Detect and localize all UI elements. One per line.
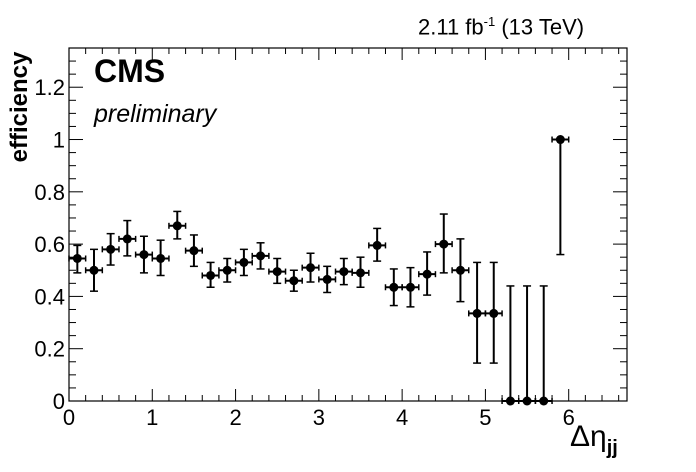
data-marker: [189, 246, 199, 256]
data-marker: [272, 267, 282, 277]
status-label: preliminary: [94, 100, 217, 128]
data-point: [501, 285, 520, 406]
data-marker: [472, 308, 482, 318]
data-point: [151, 239, 170, 277]
data-point: [218, 257, 237, 283]
data-marker: [222, 265, 232, 275]
data-point: [434, 213, 453, 274]
x-axis-label: Δηjj: [570, 420, 618, 459]
x-axis-label-sub: jj: [606, 437, 618, 459]
x-tick-label: 4: [396, 405, 408, 430]
data-marker: [306, 263, 316, 273]
data-marker: [322, 274, 332, 284]
data-point: [268, 257, 287, 285]
data-point: [68, 244, 87, 274]
data-marker: [505, 396, 515, 406]
data-point: [118, 219, 137, 257]
data-marker: [156, 253, 166, 263]
data-marker: [72, 253, 82, 263]
data-marker: [372, 240, 382, 250]
data-point: [301, 252, 320, 283]
data-marker: [256, 251, 266, 261]
data-marker: [172, 221, 182, 231]
data-point: [351, 256, 370, 289]
data-point: [168, 210, 187, 240]
y-tick-label: 0: [53, 389, 65, 414]
data-marker: [106, 244, 116, 254]
data-marker: [455, 265, 465, 275]
data-point: [451, 238, 470, 303]
y-axis-label: efficiency: [6, 51, 33, 163]
y-tick-label: 1: [53, 128, 65, 153]
x-tick-label: 3: [313, 405, 325, 430]
data-marker: [139, 250, 149, 260]
data-point: [234, 248, 253, 277]
data-marker: [122, 234, 132, 244]
data-point: [101, 232, 120, 266]
data-marker: [439, 239, 449, 249]
plot-marks: [68, 135, 570, 406]
data-point: [517, 285, 537, 406]
y-tick-label: 0.4: [34, 284, 65, 309]
data-marker: [239, 257, 249, 267]
y-tick-label: 0.6: [34, 232, 65, 257]
data-point: [284, 269, 303, 292]
y-tick-label: 1.2: [34, 75, 65, 100]
x-tick-label: 5: [479, 405, 491, 430]
data-point: [184, 234, 204, 268]
x-tick-label: 1: [146, 405, 158, 430]
data-point: [534, 285, 553, 406]
plot-frame: [68, 47, 628, 402]
data-marker: [206, 270, 216, 280]
data-marker: [355, 268, 365, 278]
y-tick-label: 0.2: [34, 337, 65, 362]
experiment-label: CMS: [94, 53, 166, 89]
x-tick-label: 6: [563, 405, 575, 430]
data-point: [201, 261, 220, 289]
data-point: [468, 261, 487, 364]
data-point: [418, 251, 437, 296]
data-marker: [89, 265, 99, 275]
y-tick-label: 0.8: [34, 180, 65, 205]
luminosity-label: 2.11 fb-1 (13 TeV): [418, 14, 584, 40]
data-point: [134, 235, 154, 274]
data-point: [251, 242, 270, 270]
data-point: [384, 268, 403, 307]
data-point: [334, 257, 353, 286]
data-point: [401, 266, 420, 308]
data-point: [368, 227, 387, 262]
data-marker: [539, 396, 549, 406]
data-point: [551, 135, 570, 256]
data-marker: [555, 135, 565, 145]
data-marker: [522, 396, 532, 406]
data-point: [484, 261, 503, 364]
x-axis-label-main: Δη: [570, 420, 607, 453]
data-marker: [422, 269, 432, 279]
data-marker: [339, 267, 349, 277]
data-marker: [289, 276, 299, 286]
lumi-value: 2.11 fb: [418, 14, 484, 40]
x-tick-label: 2: [229, 405, 241, 430]
data-marker: [389, 282, 399, 292]
data-point: [318, 265, 337, 294]
lumi-exponent: -1: [483, 14, 496, 29]
data-point: [84, 248, 104, 292]
x-tick-label: 0: [63, 405, 75, 430]
lumi-energy: (13 TeV): [501, 14, 585, 40]
data-marker: [489, 308, 499, 318]
data-marker: [405, 282, 415, 292]
plot-axes: 0 1 2 3 4 5 6 0 0.2 0.4 0.6 0.8 1 1.2: [34, 47, 628, 430]
